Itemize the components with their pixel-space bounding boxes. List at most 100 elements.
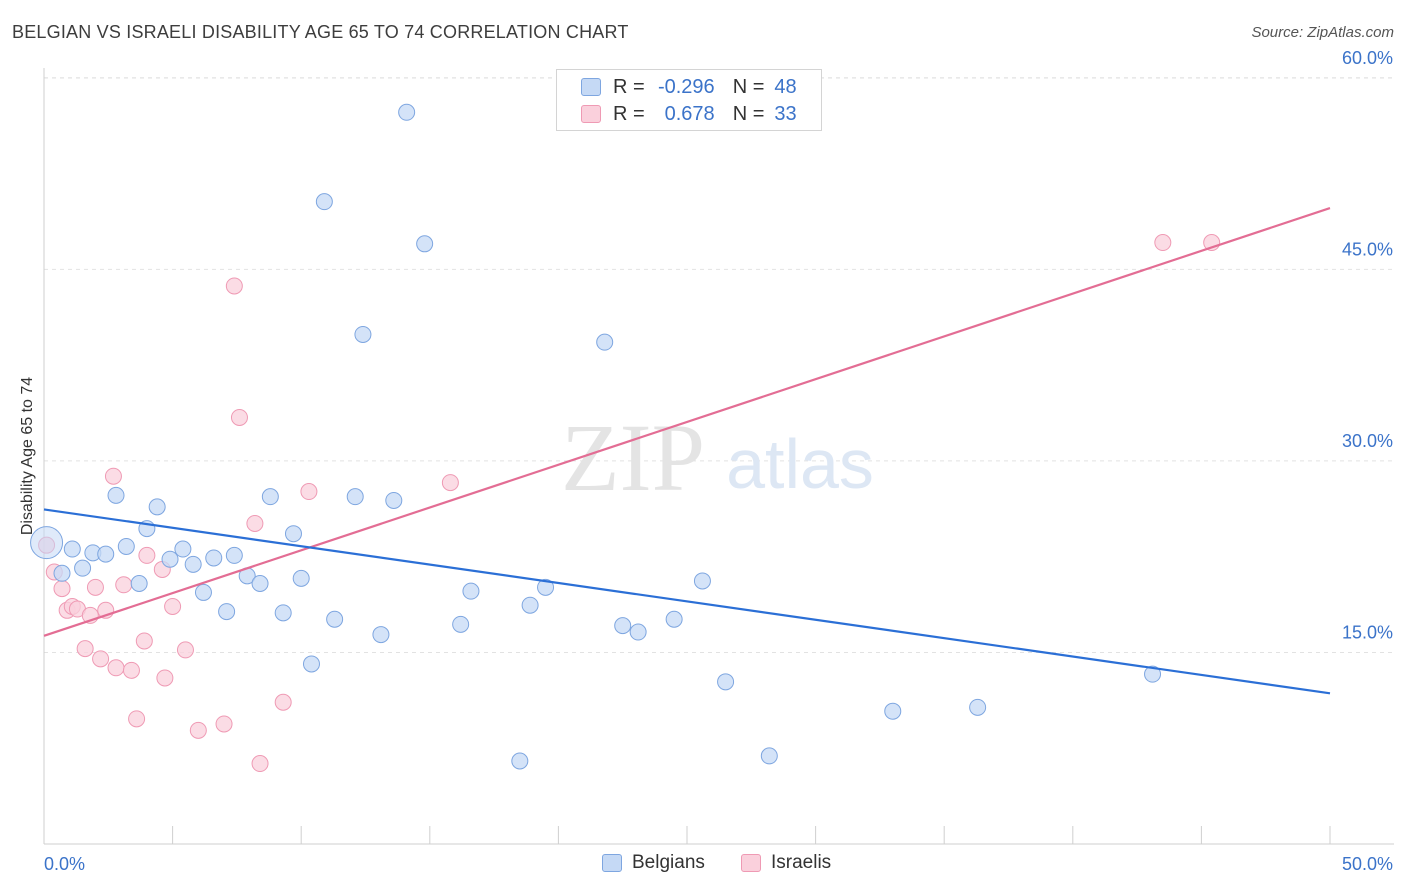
belgian-point: [462, 582, 480, 600]
israeli-point: [86, 578, 104, 596]
israelis-legend-swatch: [741, 854, 761, 872]
israelis-n-value: 33: [774, 102, 797, 125]
israeli-point: [135, 632, 153, 650]
belgian-point: [521, 596, 539, 614]
belgians-r-value: -0.296: [657, 75, 715, 98]
belgian-point: [63, 540, 81, 558]
series-legend: Belgians Israelis: [0, 852, 1406, 878]
israeli-point: [107, 659, 125, 677]
belgian-point: [385, 491, 403, 509]
israeli-point: [189, 721, 207, 739]
belgians-swatch: [581, 78, 601, 96]
israeli-point: [251, 755, 269, 773]
legend-row-israelis: R = 0.678 N = 33: [581, 100, 797, 128]
belgian-point: [665, 610, 683, 628]
x-tick-label-min: 0.0%: [44, 854, 85, 874]
israeli-point: [53, 580, 71, 598]
israeli-point: [246, 514, 264, 532]
y-tick-label: 60.0%: [1342, 48, 1393, 68]
israelis-swatch: [581, 105, 601, 123]
watermark-zip: ZIP: [561, 404, 705, 511]
israeli-point: [441, 474, 459, 492]
watermark-atlas: atlas: [726, 425, 874, 503]
belgian-point: [346, 488, 364, 506]
belgian-point: [1144, 665, 1162, 683]
belgian-point: [97, 545, 115, 563]
belgian-point: [218, 603, 236, 621]
belgian-point: [537, 578, 555, 596]
belgian-point: [372, 626, 390, 644]
israeli-point: [274, 693, 292, 711]
belgian-point: [511, 752, 529, 770]
y-tick-label: 30.0%: [1342, 431, 1393, 451]
belgian-point: [315, 193, 333, 211]
belgian-point: [30, 526, 64, 560]
israeli-point: [156, 669, 174, 687]
belgians-legend-swatch: [602, 854, 622, 872]
belgians-legend-label: Belgians: [632, 852, 705, 873]
belgian-trend-line: [43, 508, 1331, 695]
israeli-point: [225, 277, 243, 295]
gridlines: [44, 77, 1394, 653]
legend-row-belgians: R = -0.296 N = 48: [581, 73, 797, 101]
israelis-r-value: 0.678: [664, 102, 715, 125]
y-tick-label: 15.0%: [1342, 622, 1393, 642]
belgian-point: [629, 623, 647, 641]
belgian-point: [398, 103, 416, 121]
belgian-point: [117, 537, 135, 555]
belgian-point: [251, 574, 269, 592]
y-tick-label: 45.0%: [1342, 239, 1393, 259]
belgian-point: [969, 698, 987, 716]
israeli-point: [122, 661, 140, 679]
belgian-point: [884, 702, 902, 720]
belgian-point: [717, 673, 735, 691]
israeli-point: [164, 597, 182, 615]
belgian-point: [161, 550, 179, 568]
tick-labels: 15.0% 30.0% 45.0% 60.0% 0.0% 50.0%: [44, 48, 1393, 874]
chart-title: BELGIAN VS ISRAELI DISABILITY AGE 65 TO …: [12, 22, 629, 42]
belgian-point: [354, 325, 372, 343]
series-belgians: [30, 103, 1162, 770]
source-label: Source: ZipAtlas.com: [1251, 24, 1394, 41]
israeli-trend-line: [43, 207, 1331, 637]
belgian-point: [614, 617, 632, 635]
belgian-point: [174, 540, 192, 558]
legend-item-belgians[interactable]: Belgians: [602, 852, 705, 874]
israeli-point: [1154, 234, 1172, 252]
israeli-point: [115, 576, 133, 594]
belgian-point: [284, 525, 302, 543]
belgian-point: [596, 333, 614, 351]
belgian-point: [74, 559, 92, 577]
belgian-point: [274, 604, 292, 622]
belgian-point: [261, 488, 279, 506]
belgian-point: [148, 498, 166, 516]
israeli-point: [176, 641, 194, 659]
belgian-point: [225, 546, 243, 564]
legend-item-israelis[interactable]: Israelis: [741, 852, 831, 874]
belgians-n-value: 48: [774, 75, 797, 98]
israeli-point: [215, 715, 233, 733]
axes: [43, 68, 1394, 845]
israeli-point: [230, 408, 248, 426]
belgian-point: [326, 610, 344, 628]
belgian-point: [302, 655, 320, 673]
belgian-point: [205, 549, 223, 567]
belgian-point: [130, 574, 148, 592]
israeli-point: [76, 640, 94, 658]
belgian-point: [184, 555, 202, 573]
belgian-point: [693, 572, 711, 590]
belgian-point: [107, 486, 125, 504]
x-tick-label-max: 50.0%: [1342, 854, 1393, 874]
israeli-point: [138, 546, 156, 564]
belgian-point: [416, 235, 434, 253]
belgian-point: [760, 747, 778, 765]
belgian-point: [292, 569, 310, 587]
trend-lines: [43, 207, 1331, 695]
israeli-point: [128, 710, 146, 728]
israeli-point: [104, 467, 122, 485]
israelis-legend-label: Israelis: [771, 852, 832, 873]
israelis-r-label: R =: [613, 102, 645, 125]
belgian-point: [194, 583, 212, 601]
correlation-legend: R = -0.296 N = 48 R = 0.678 N = 33: [556, 69, 822, 131]
